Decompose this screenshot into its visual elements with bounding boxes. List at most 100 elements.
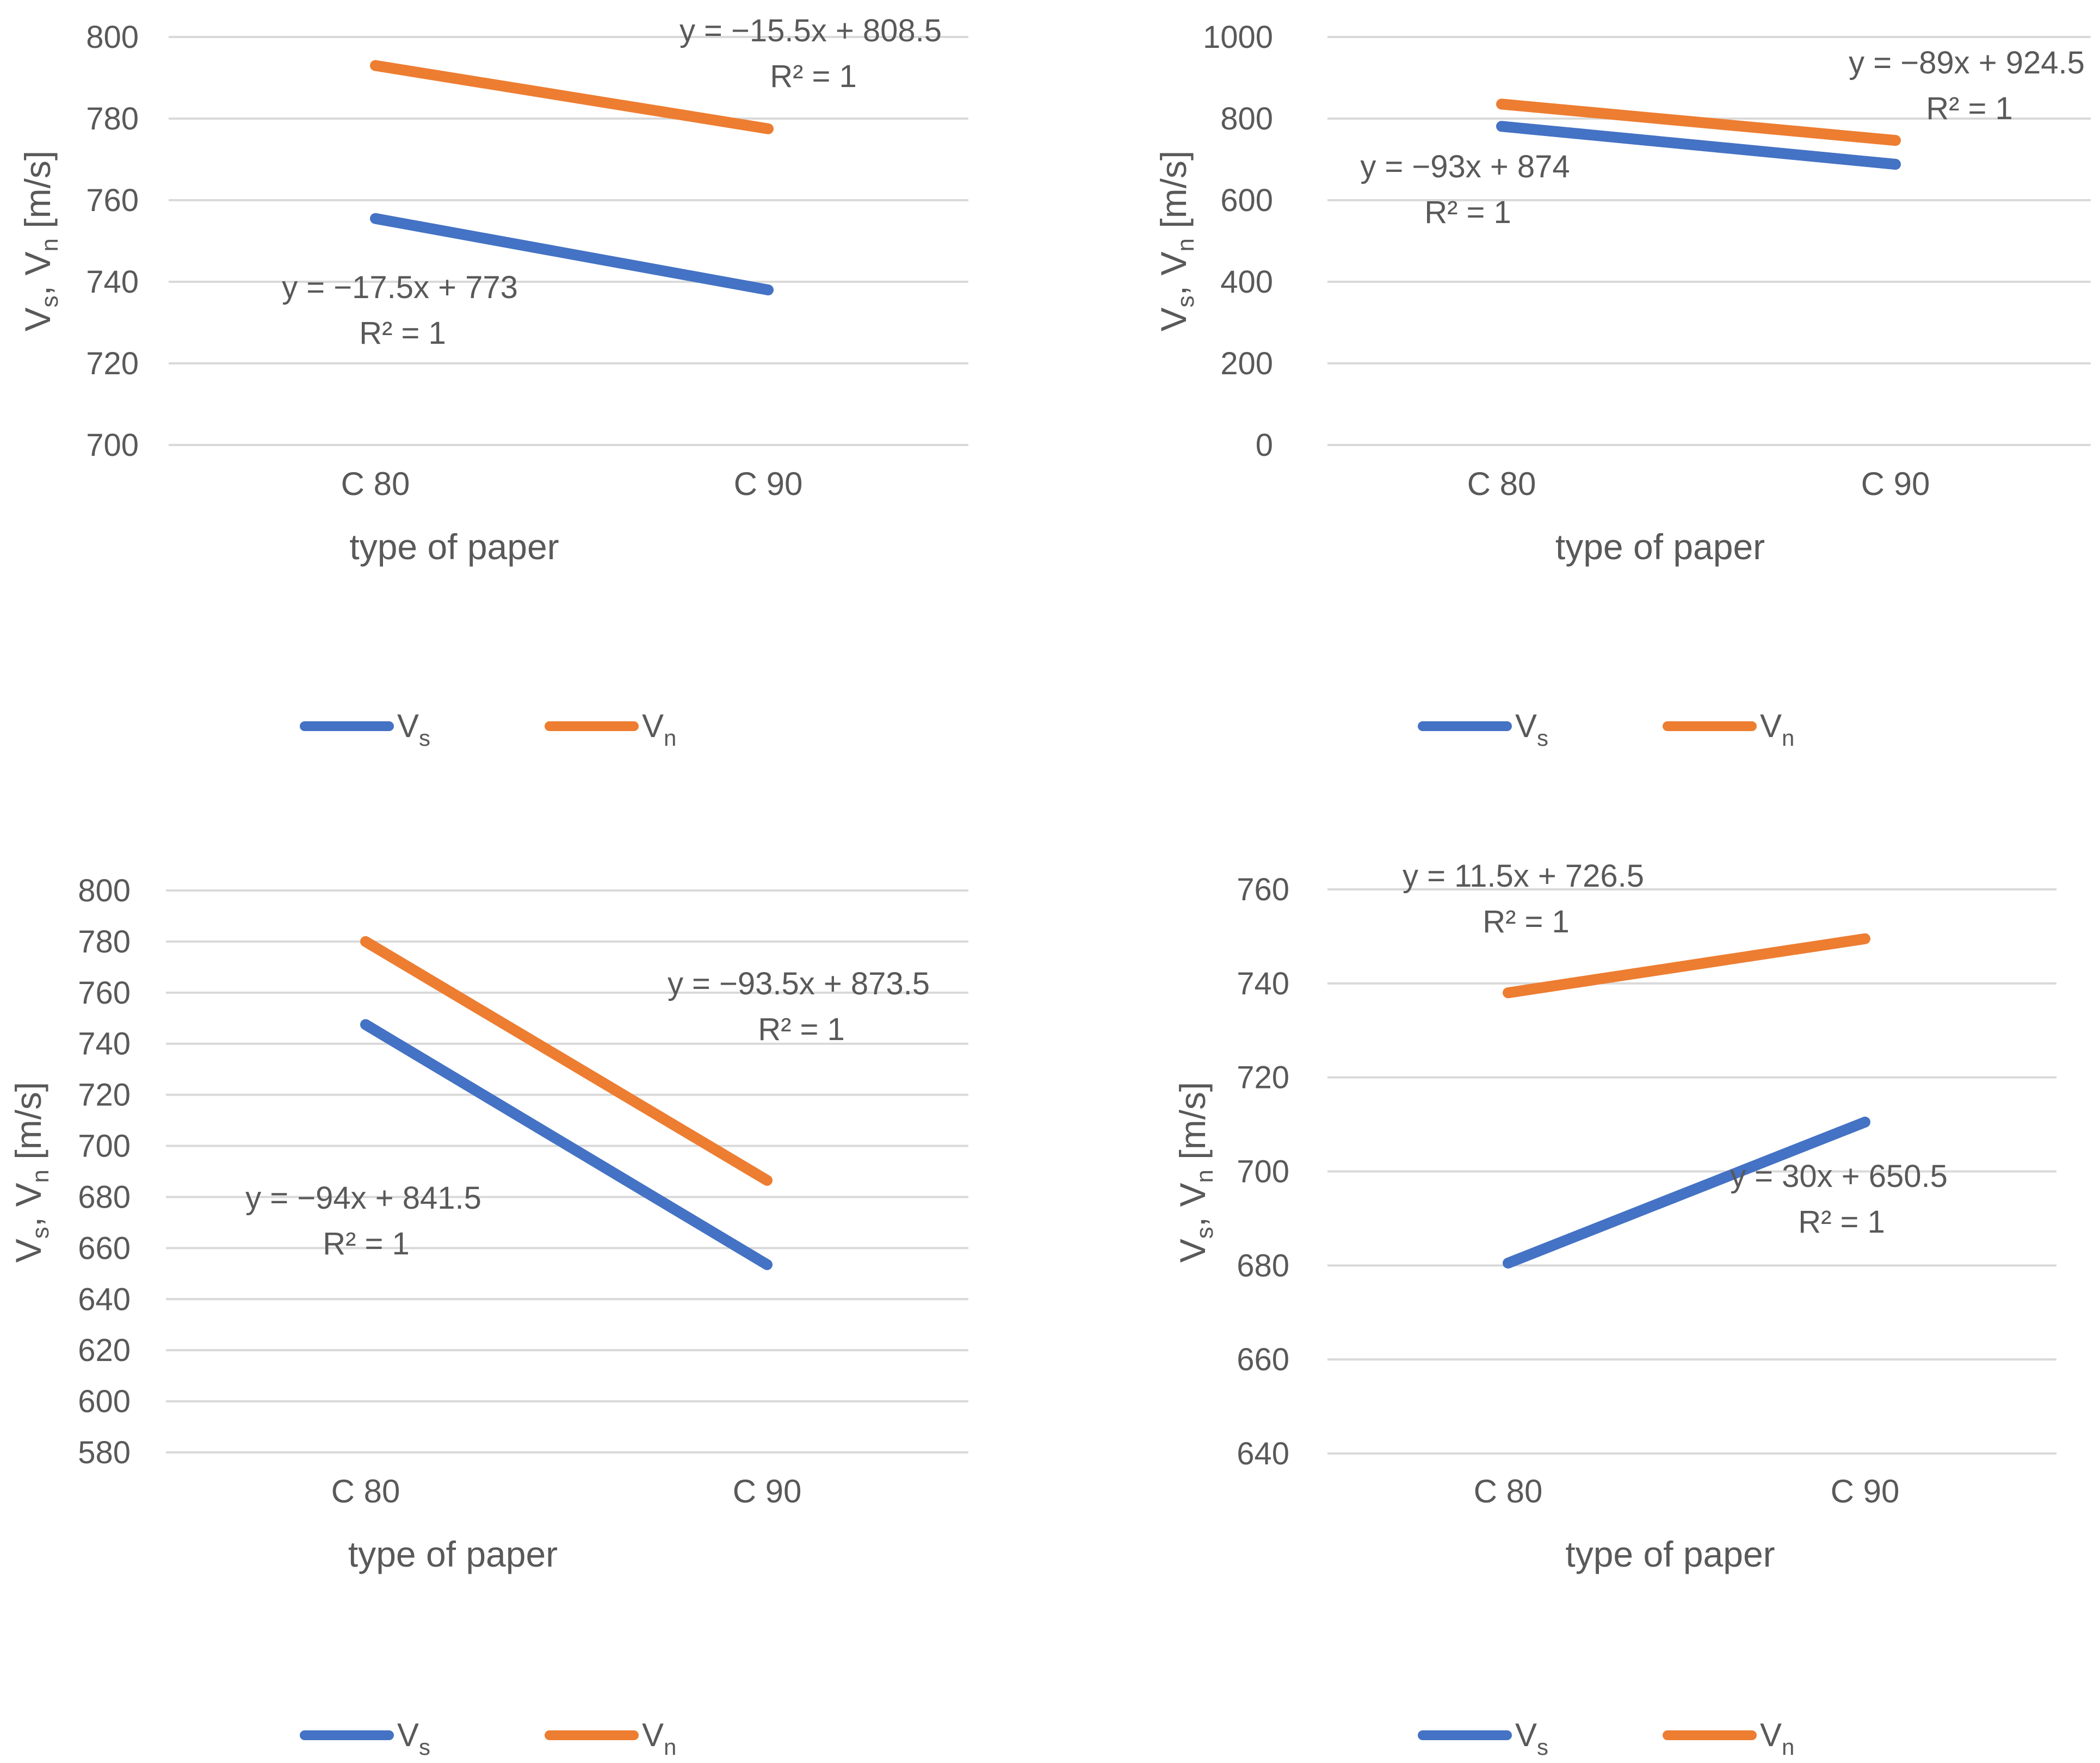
y-tick-label: 740 <box>78 1026 131 1062</box>
legend-label-subscript: s <box>1537 1734 1548 1760</box>
chart-layer: 580 600 620 640 660 680 700 720 740 760 780 800 C 80… <box>8 873 968 1760</box>
trendline-equation: y = −15.5x + 808.5 <box>680 13 942 48</box>
series-line-vn <box>1503 933 1870 999</box>
trendline-r-squared: R² = 1 <box>1926 91 2013 126</box>
series-line-vs <box>1496 121 1901 170</box>
y-tick-label: 740 <box>86 264 139 300</box>
trendline-equation: y = −89x + 924.5 <box>1849 45 2085 81</box>
y-tick-label: 660 <box>1237 1342 1289 1377</box>
trendline-r-squared: R² = 1 <box>1483 904 1570 939</box>
legend-label-main: V <box>397 1717 419 1753</box>
y-tick-label: 720 <box>86 346 139 381</box>
y-axis-title-part: V <box>8 1239 48 1263</box>
series-line-vn <box>360 936 773 1186</box>
series-line-vs <box>1503 1116 1870 1269</box>
y-axis-title-subscript: n <box>1191 1170 1218 1183</box>
y-axis-title-subscript: s <box>36 295 63 307</box>
trendline-equation: y = 30x + 650.5 <box>1730 1159 1948 1194</box>
chart-layer: 0 200 400 600 800 1000 C 80 C 90 type of paper Vs… <box>1153 20 2091 751</box>
y-tick-label: 700 <box>1237 1154 1289 1190</box>
legend-label: Vn <box>1760 708 1794 751</box>
legend-label: Vn <box>1760 1717 1794 1760</box>
y-tick-label: 800 <box>1220 101 1273 137</box>
y-axis-title-part: , V <box>1153 252 1194 296</box>
line-chart-1: 700 720 740 760 780 800 C 80 C 90 type of paper V… <box>17 13 968 751</box>
y-tick-label: 760 <box>86 183 139 218</box>
y-tick-label: 640 <box>78 1282 131 1317</box>
y-tick-label: 780 <box>86 101 139 137</box>
series-line-vs <box>360 1019 773 1270</box>
legend-label-subscript: s <box>419 725 430 751</box>
trendline-equation: y = −94x + 841.5 <box>245 1180 481 1216</box>
y-axis-title-part: V <box>1172 1239 1213 1263</box>
y-tick-label: 680 <box>1237 1248 1289 1283</box>
legend-label-main: V <box>1760 1717 1782 1753</box>
y-axis-title-subscript: s <box>1191 1227 1218 1239</box>
trendline-r-squared: R² = 1 <box>323 1226 410 1261</box>
legend-label: Vs <box>1515 708 1548 751</box>
y-tick-label: 600 <box>1220 183 1273 218</box>
y-axis-title-part: , V <box>17 252 58 296</box>
y-axis-title-subscript: s <box>27 1227 54 1239</box>
legend-label-subscript: s <box>1537 725 1548 751</box>
y-tick-label: 800 <box>78 873 131 908</box>
x-tick-label: C 80 <box>341 466 410 502</box>
x-tick-label: C 90 <box>1861 466 1930 502</box>
line-chart-4: 640 660 680 700 720 740 760 C 80 C 90 type of pap… <box>1172 858 2056 1760</box>
trendline-r-squared: R² = 1 <box>359 316 446 351</box>
y-tick-label: 740 <box>1237 966 1289 1001</box>
series-line-vn <box>1496 98 1901 146</box>
y-axis-title-part: , V <box>8 1183 48 1227</box>
y-tick-label: 0 <box>1256 428 1273 463</box>
y-tick-label: 600 <box>78 1384 131 1419</box>
chart-panel-2: 0 200 400 600 800 1000 C 80 C 90 type of paper Vs… <box>1050 0 2100 881</box>
trendline-r-squared: R² = 1 <box>770 59 857 94</box>
trendline-equation: y = −93.5x + 873.5 <box>668 966 930 1001</box>
series-line-vn <box>370 60 774 134</box>
trendline-equation: y = −93x + 874 <box>1360 149 1570 184</box>
legend-label-main: V <box>1760 708 1782 744</box>
legend-label: Vn <box>642 708 676 751</box>
y-axis-title: Vs, Vn [m/s] <box>1172 1082 1218 1263</box>
line-chart-3: 580 600 620 640 660 680 700 720 740 760 780 800 C 80… <box>8 873 968 1760</box>
legend-label-subscript: n <box>1782 725 1794 751</box>
legend-label-main: V <box>642 708 664 744</box>
x-tick-label: C 90 <box>734 466 803 502</box>
y-tick-label: 1000 <box>1203 20 1273 55</box>
y-axis-title-part: V <box>1153 307 1194 331</box>
legend-label-main: V <box>1515 1717 1537 1753</box>
chart-panel-4: 640 660 680 700 720 740 760 C 80 C 90 type of pap… <box>1050 858 2100 1763</box>
series-line-vs <box>370 213 774 295</box>
y-axis-title-part: V <box>17 307 58 331</box>
y-tick-label: 760 <box>1237 872 1289 907</box>
y-tick-label: 660 <box>78 1230 131 1266</box>
trendline-equation: y = 11.5x + 726.5 <box>1403 858 1644 894</box>
x-tick-label: C 80 <box>1467 466 1536 502</box>
legend-label: Vn <box>642 1717 676 1760</box>
y-tick-label: 700 <box>78 1129 131 1164</box>
y-tick-label: 800 <box>86 20 139 55</box>
y-axis-title-part: [m/s] <box>1172 1082 1213 1170</box>
y-axis-title-subscript: n <box>1172 238 1199 251</box>
trendline-r-squared: R² = 1 <box>758 1012 845 1047</box>
y-axis-title: Vs, Vn [m/s] <box>8 1082 54 1263</box>
x-axis-title: type of paper <box>1565 1534 1775 1574</box>
trendline-equation: y = −17.5x + 773 <box>282 270 518 305</box>
legend-label-subscript: s <box>419 1734 430 1760</box>
y-tick-label: 620 <box>78 1333 131 1368</box>
chart-layer: 640 660 680 700 720 740 760 C 80 C 90 type of pap… <box>1172 858 2056 1760</box>
y-axis-title-part: [m/s] <box>8 1082 48 1170</box>
trendline-r-squared: R² = 1 <box>1798 1204 1885 1240</box>
y-tick-label: 780 <box>78 924 131 960</box>
x-axis-title: type of paper <box>1555 527 1765 567</box>
y-tick-label: 640 <box>1237 1436 1289 1471</box>
y-tick-label: 680 <box>78 1179 131 1215</box>
line-chart-2: 0 200 400 600 800 1000 C 80 C 90 type of paper Vs… <box>1153 20 2091 751</box>
legend-label: Vs <box>397 708 430 751</box>
x-axis-title: type of paper <box>348 1534 558 1574</box>
y-tick-label: 720 <box>1237 1060 1289 1096</box>
x-tick-label: C 90 <box>1831 1473 1900 1510</box>
y-axis-title-part: [m/s] <box>17 151 58 238</box>
y-tick-label: 400 <box>1220 264 1273 300</box>
y-axis-title-subscript: n <box>36 238 63 251</box>
